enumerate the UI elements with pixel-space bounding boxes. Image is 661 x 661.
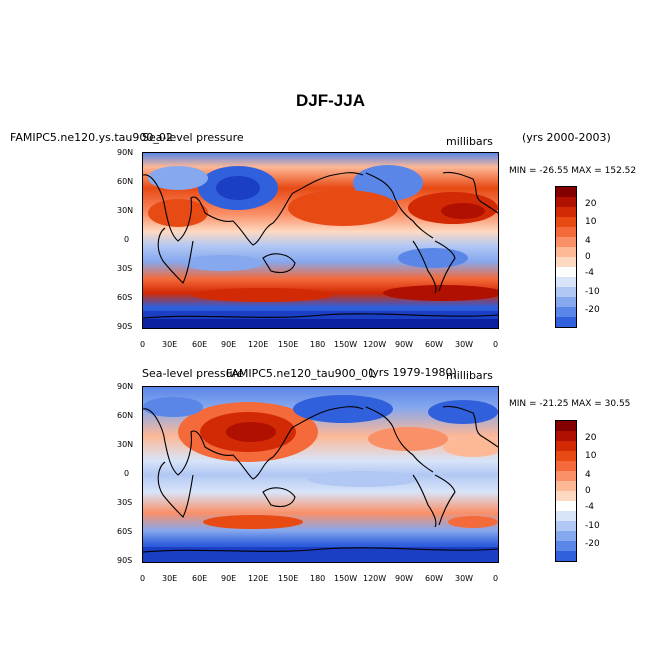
panel2-lon-tick: 150W	[334, 574, 358, 583]
panel2-lon-tick: 120W	[363, 574, 387, 583]
panel2-lon-tick: 60E	[192, 574, 208, 583]
panel2-lon-tick: 0	[493, 574, 499, 583]
panel2-colorbar-label: -10	[585, 521, 600, 531]
panel2-lon-tick: 90W	[395, 574, 414, 583]
panel1-lat-tick: 90S	[117, 322, 133, 331]
panel2-colorbar-label: 20	[585, 433, 597, 443]
panel1-colorbar-label: 20	[585, 199, 597, 209]
panel1-colorbar-label: 10	[585, 217, 597, 227]
panel2-lon-tick: 0	[140, 574, 146, 583]
panel2-lat-tick: 30N	[117, 440, 134, 449]
panel2-lon-tick: 30W	[455, 574, 474, 583]
panel1-colorbar-label: -4	[585, 268, 594, 278]
panel2-lon-tick: 90E	[221, 574, 237, 583]
panel1-blue-namerica	[353, 165, 423, 201]
panel1-lon-tick: 30W	[455, 340, 474, 349]
panel1-lon-tick: 0	[140, 340, 146, 349]
panel2-case-label: FAMIPC5.ne120_tau900_01	[226, 367, 376, 380]
panel1-red-pacific	[288, 190, 398, 226]
panel2-lon-tick: 120E	[248, 574, 269, 583]
panel1-lon-tick: 60W	[425, 340, 444, 349]
panel2-lat-tick: 90S	[117, 556, 133, 565]
panel2-map	[142, 386, 499, 563]
panel1-lon-tick: 60E	[192, 340, 208, 349]
panel1-lon-tick: 90W	[395, 340, 414, 349]
panel2-minmax: MIN = -21.25 MAX = 30.55	[509, 399, 631, 409]
panel2-lat-tick: 60N	[117, 411, 134, 420]
panel1-lat-tick: 90N	[117, 148, 134, 157]
panel1-lon-tick: 180	[310, 340, 326, 349]
panel2-blue-pacific	[293, 395, 393, 423]
panel2-units: millibars	[446, 369, 493, 382]
panel1-red-so	[383, 285, 498, 301]
panel2-lon-tick: 30E	[162, 574, 178, 583]
panel1-units: millibars	[446, 135, 493, 148]
panel1-colorbar	[555, 186, 577, 328]
panel2-lat-tick: 30S	[117, 498, 133, 507]
panel1-lat-tick: 0	[124, 235, 130, 244]
panel1-variable-label: Sea-level pressure	[142, 131, 244, 144]
panel2-lon-tick: 180	[310, 574, 326, 583]
figure-title: DJF-JJA	[296, 91, 365, 110]
panel2-lat-tick: 0	[124, 469, 130, 478]
panel1-lat-tick: 60N	[117, 177, 134, 186]
panel2-colorbar-label: -4	[585, 502, 594, 512]
panel1-lat-tick: 30N	[117, 206, 134, 215]
panel1-lon-tick: 150W	[334, 340, 358, 349]
panel1-coastlines	[143, 171, 498, 319]
panel1-map	[142, 152, 499, 329]
panel2-red-so	[203, 515, 303, 529]
panel1-lon-tick: 90E	[221, 340, 237, 349]
panel2-colorbar	[555, 420, 577, 562]
panel2-colorbar-label: -20	[585, 539, 600, 549]
panel2-coastlines	[143, 405, 498, 553]
panel2-colorbar-label: 0	[585, 486, 591, 496]
panel1-years: (yrs 2000-2003)	[522, 131, 611, 144]
panel1-lon-tick: 120E	[248, 340, 269, 349]
panel2-lon-tick: 60W	[425, 574, 444, 583]
panel1-colorbar-label: 4	[585, 236, 591, 246]
panel1-lon-tick: 0	[493, 340, 499, 349]
panel1-lat-tick: 30S	[117, 264, 133, 273]
panel1-colorbar-label: 0	[585, 252, 591, 262]
panel1-lon-tick: 120W	[363, 340, 387, 349]
panel2-lon-tick: 150E	[278, 574, 299, 583]
panel1-colorbar-label: -10	[585, 287, 600, 297]
panel1-lat-tick: 60S	[117, 293, 133, 302]
panel1-minmax: MIN = -26.55 MAX = 152.52	[509, 166, 637, 176]
panel2-lat-tick: 60S	[117, 527, 133, 536]
panel2-colorbar-label: 10	[585, 451, 597, 461]
panel2-years: (yrs 1979-1980)	[368, 366, 457, 379]
panel1-case-label: FAMIPC5.ne120.ys.tau900_02	[10, 131, 173, 144]
panel2-variable-label: Sea-level pressure	[142, 367, 244, 380]
panel1-lon-tick: 150E	[278, 340, 299, 349]
panel1-colorbar-label: -20	[585, 305, 600, 315]
panel1-lon-tick: 30E	[162, 340, 178, 349]
panel2-colorbar-label: 4	[585, 470, 591, 480]
panel2-lat-tick: 90N	[117, 382, 134, 391]
